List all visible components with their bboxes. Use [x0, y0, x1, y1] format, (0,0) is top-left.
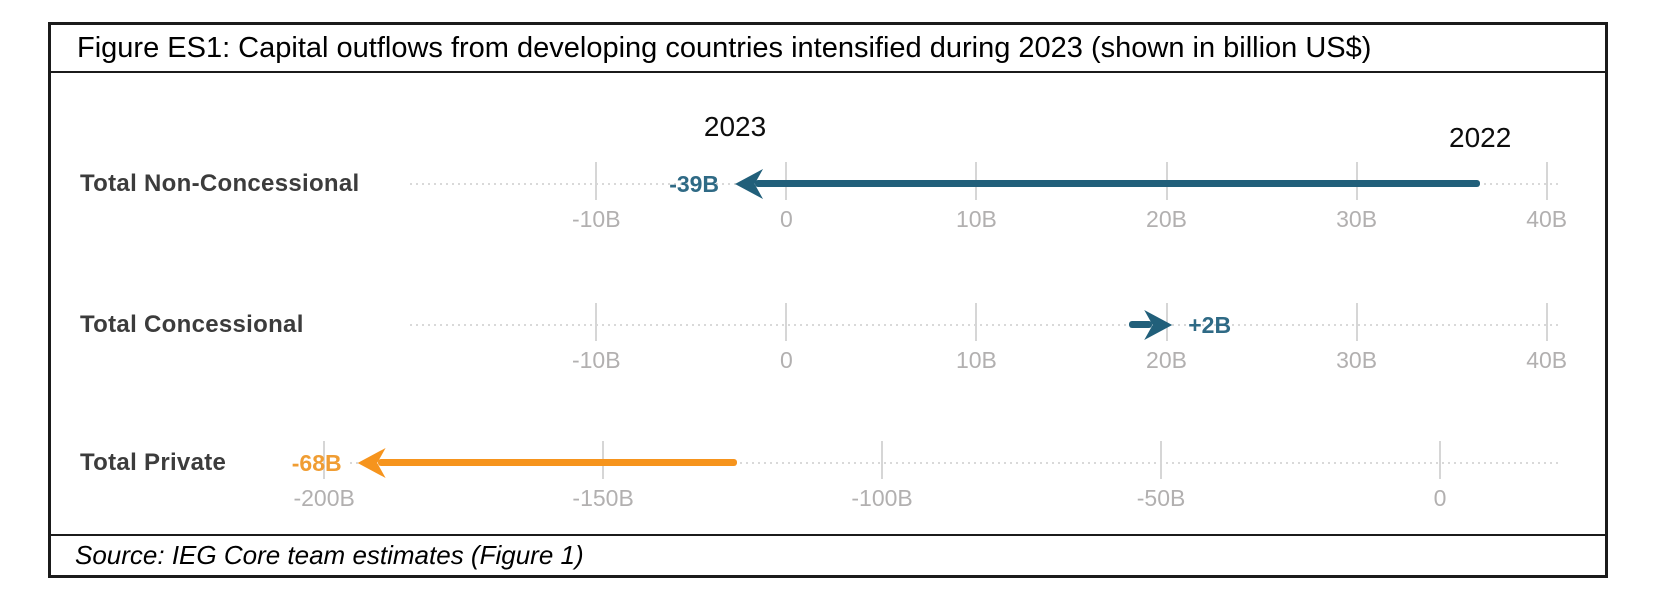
axis-tick-label: -100B — [851, 485, 913, 511]
row-chart-area: -10B 0 10B 20B 30B 40B +2B — [410, 250, 1567, 400]
source-bar: Source: IEG Core team estimates (Figure … — [51, 534, 1605, 575]
change-arrow-shaft — [755, 180, 1481, 187]
axis-tick-label: 20B — [1146, 206, 1187, 232]
row-category-label: Total Concessional — [80, 311, 304, 338]
axis-tick-mark — [1545, 303, 1548, 341]
axis-tick-label: -10B — [571, 347, 621, 373]
axis-tick-label: 30B — [1336, 347, 1378, 373]
chart-region: Total Non-Concessional -10B 0 10B 20B 30B 40B -… — [51, 73, 1605, 534]
axis-tick-label: 0 — [779, 347, 793, 373]
row-chart-area: -200B -150B -100B -50B 0 -68B — [265, 388, 1560, 538]
year-annotation: 2023 — [703, 111, 767, 142]
axis-tick-label: -50B — [1136, 485, 1186, 511]
axis-tick-label: -200B — [293, 485, 355, 511]
axis-tick-mark — [1545, 162, 1548, 200]
axis-tick-mark — [595, 162, 598, 200]
figure-border-box: Figure ES1: Capital outflows from develo… — [48, 22, 1608, 578]
axis-tick-label: 0 — [1433, 485, 1447, 511]
axis-tick-mark — [1355, 303, 1358, 341]
axis-tick-mark — [595, 303, 598, 341]
axis-tick-label: 20B — [1146, 347, 1187, 373]
axis-tick-label: 10B — [955, 206, 997, 232]
axis-track — [350, 462, 1560, 464]
row-category-label: Total Private — [80, 449, 227, 476]
figure-title-bar: Figure ES1: Capital outflows from develo… — [51, 25, 1605, 73]
axis-tick-mark — [785, 303, 788, 341]
axis-tick-mark — [975, 303, 978, 341]
axis-tick-mark — [1439, 441, 1442, 479]
axis-tick-label: 40B — [1526, 206, 1568, 232]
row-category-label: Total Non-Concessional — [80, 170, 360, 197]
change-value-label: +2B — [1188, 312, 1232, 338]
axis-tick-label: 0 — [779, 206, 793, 232]
change-value-label: -39B — [669, 171, 720, 197]
axis-track — [410, 324, 1560, 326]
figure-title: Figure ES1: Capital outflows from develo… — [77, 31, 1372, 64]
change-arrow-shaft — [377, 459, 737, 466]
change-arrow-shaft — [1128, 321, 1153, 328]
year-annotation: 2022 — [1449, 122, 1512, 153]
axis-tick-mark — [323, 441, 326, 479]
axis-tick-mark — [1160, 441, 1163, 479]
source-text: Source: IEG Core team estimates (Figure … — [75, 540, 584, 570]
axis-tick-label: -10B — [571, 206, 621, 232]
axis-tick-mark — [881, 441, 884, 479]
row-chart-area: -10B 0 10B 20B 30B 40B -39B 2023 2022 — [410, 109, 1567, 259]
axis-tick-label: 40B — [1526, 347, 1568, 373]
axis-tick-label: -150B — [572, 485, 634, 511]
axis-tick-label: 30B — [1336, 206, 1378, 232]
axis-tick-label: 10B — [955, 347, 997, 373]
change-value-label: -68B — [291, 450, 342, 476]
